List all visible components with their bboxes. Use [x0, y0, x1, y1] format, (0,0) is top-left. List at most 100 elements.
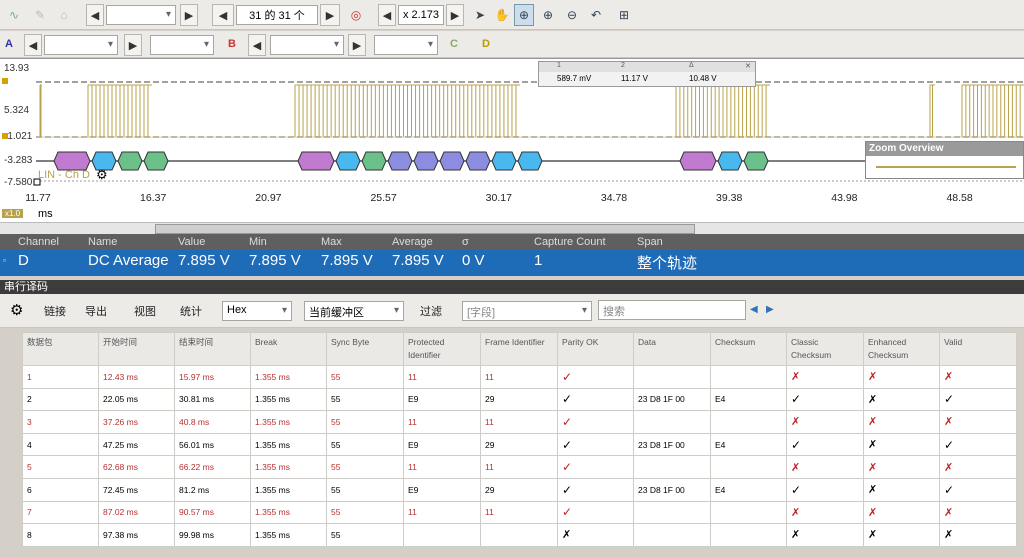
meas-channel: D [18, 252, 29, 269]
table-row[interactable]: 1 12.43 ms 15.97 ms 1.355 ms 55 11 11 ✓ ✗ ✗ ✗ [22, 365, 1017, 389]
col-checksum[interactable]: Checksum [710, 332, 787, 366]
table-row[interactable]: 4 47.25 ms 56.01 ms 1.355 ms 55 E9 29 ✓ 23 D8 1F… [22, 432, 1017, 457]
col-frame-id[interactable]: Frame Identifier [480, 332, 558, 366]
next-button[interactable]: ▶ [180, 4, 198, 26]
link-button[interactable]: 链接 [44, 306, 66, 318]
filter-button[interactable]: 过滤 [420, 306, 442, 318]
channel-c-label[interactable]: C [450, 38, 458, 50]
x-unit: ms [38, 208, 53, 220]
channel-b-prev[interactable]: ◀ [248, 34, 266, 56]
packet-field [53, 151, 91, 171]
search-prev-icon[interactable]: ◀ [750, 304, 758, 315]
buffer-select[interactable]: 当前缓冲区 [304, 301, 404, 321]
col-data[interactable]: Data [633, 332, 711, 366]
channel-a-prev[interactable]: ◀ [24, 34, 42, 56]
field-select[interactable]: [字段] [462, 301, 592, 321]
packet-field [743, 151, 769, 171]
table-row[interactable]: 5 62.68 ms 66.22 ms 1.355 ms 55 11 11 ✓ ✗ ✗ ✗ [22, 455, 1017, 479]
packet-field [91, 151, 117, 171]
stats-button[interactable]: 统计 [180, 306, 202, 318]
channel-trace-label[interactable]: LIN - Ch D [38, 169, 90, 181]
col-protected-id[interactable]: Protected Identifier [403, 332, 481, 366]
zoom-area-icon[interactable]: ⊕ [514, 4, 534, 26]
col-break[interactable]: Break [250, 332, 327, 366]
zoom-out-icon[interactable]: ⊖ [566, 8, 578, 22]
page-prev-button[interactable]: ◀ [212, 4, 234, 26]
hand-icon[interactable]: ✋ [494, 8, 510, 22]
channel-d-label[interactable]: D [482, 38, 490, 50]
channel-a-label[interactable]: A [5, 38, 13, 50]
col-end-time[interactable]: 结束时间 [174, 332, 251, 366]
zoom-prev-button[interactable]: ◀ [378, 4, 396, 26]
col-classic-checksum[interactable]: Classic Checksum [786, 332, 864, 366]
prev-button[interactable]: ◀ [86, 4, 104, 26]
gear-icon[interactable]: ⚙ [96, 167, 108, 182]
table-cell: 23 D8 1F 00 [633, 477, 711, 502]
channel-b-label[interactable]: B [228, 38, 236, 50]
packet-field [143, 151, 169, 171]
undo-zoom-icon[interactable]: ↶ [590, 8, 602, 22]
table-cell: 11 [480, 365, 558, 389]
channel-a-select[interactable] [44, 35, 118, 55]
x-multiplier: x1.0 [2, 209, 24, 218]
x-tick-label: 48.58 [946, 192, 972, 204]
channel-b-select[interactable] [270, 35, 344, 55]
measurements-header: Channel Name Value Min Max Average σ Cap… [0, 234, 1024, 250]
measurement-row[interactable]: ▫ D DC Average 7.895 V 7.895 V 7.895 V 7… [0, 250, 1024, 276]
col-enhanced-checksum[interactable]: Enhanced Checksum [863, 332, 940, 366]
zoom-overview[interactable]: Zoom Overview [865, 141, 1024, 179]
compass-icon[interactable]: ◎ [350, 8, 362, 22]
table-cell: ✓ [557, 477, 634, 502]
export-button[interactable]: 导出 [85, 306, 107, 318]
close-icon[interactable]: ✕ [745, 63, 751, 70]
table-row[interactable]: 6 72.45 ms 81.2 ms 1.355 ms 55 E9 29 ✓ 23 D8 1F … [22, 477, 1017, 502]
search-next-icon[interactable]: ▶ [766, 304, 774, 315]
table-cell: ✗ [863, 432, 940, 457]
table-row[interactable]: 8 97.38 ms 99.98 ms 1.355 ms 55 ✗ ✗ ✗ ✗ [22, 523, 1017, 547]
edit-icon[interactable]: ✎ [34, 8, 46, 22]
zoom-text: x 2.173 [402, 9, 440, 21]
zoom-in-icon[interactable]: ⊕ [542, 8, 554, 22]
zoom-next-button[interactable]: ▶ [446, 4, 464, 26]
table-row[interactable]: 7 87.02 ms 90.57 ms 1.355 ms 55 11 11 ✓ ✗ ✗ ✗ [22, 500, 1017, 525]
packet-field [517, 151, 543, 171]
table-cell: ✓ [939, 432, 1017, 457]
table-cell: 11 [480, 410, 558, 434]
waveform-plot[interactable]: 13.93 5.324 -1.021 -3.283 -7.580 11.77 16.37 2… [0, 59, 1024, 223]
table-cell: E4 [710, 387, 787, 412]
table-cell: 81.2 ms [174, 477, 251, 502]
pointer-icon[interactable]: ➤ [474, 8, 486, 22]
col-start-time[interactable]: 开始时间 [98, 332, 175, 366]
col-packet[interactable]: 数据包 [22, 332, 99, 366]
channel-b-range[interactable] [374, 35, 438, 55]
measurements-table: Channel Name Value Min Max Average σ Cap… [0, 234, 1024, 276]
home-icon[interactable]: ⌂ [60, 8, 68, 22]
table-cell: ✓ [557, 410, 634, 434]
field-placeholder: [字段] [467, 307, 496, 319]
table-cell: 1.355 ms [250, 432, 327, 457]
scope-view[interactable]: 13.93 5.324 -1.021 -3.283 -7.580 11.77 16.37 2… [0, 58, 1024, 222]
format-select[interactable]: Hex [222, 301, 292, 321]
waveform-icon[interactable]: ∿ [8, 8, 20, 22]
col-parity-ok[interactable]: Parity OK [557, 332, 634, 366]
col-valid[interactable]: Valid [939, 332, 1017, 366]
table-cell [633, 523, 711, 547]
timebase-select[interactable] [106, 5, 176, 25]
channel-a-range[interactable] [150, 35, 214, 55]
zoom-fit-icon[interactable]: ⊞ [618, 8, 630, 22]
table-cell: ✗ [786, 500, 864, 525]
channel-a-next[interactable]: ▶ [124, 34, 142, 56]
search-input[interactable]: 搜索 [598, 300, 746, 320]
table-row[interactable]: 3 37.26 ms 40.8 ms 1.355 ms 55 11 11 ✓ ✗ ✗ ✗ [22, 410, 1017, 434]
scroll-thumb[interactable] [155, 224, 695, 234]
view-button[interactable]: 视图 [134, 306, 156, 318]
meas-min: 7.895 V [249, 252, 301, 269]
horizontal-scrollbar[interactable] [0, 222, 1024, 234]
table-row[interactable]: 2 22.05 ms 30.81 ms 1.355 ms 55 E9 29 ✓ 23 D8 1F… [22, 387, 1017, 412]
col-sync-byte[interactable]: Sync Byte [326, 332, 404, 366]
table-cell: 1.355 ms [250, 410, 327, 434]
ruler-readout[interactable]: 1 2 Δ ✕ 589.7 mV 11.17 V 10.48 V [538, 61, 756, 87]
channel-b-next[interactable]: ▶ [348, 34, 366, 56]
settings-gear-icon[interactable]: ⚙ [10, 302, 24, 319]
page-next-button[interactable]: ▶ [320, 4, 340, 26]
